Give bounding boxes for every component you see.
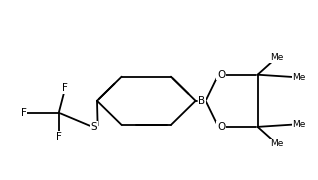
Text: F: F xyxy=(56,132,62,142)
Text: Me: Me xyxy=(270,53,283,62)
Text: F: F xyxy=(21,107,27,118)
Text: Me: Me xyxy=(270,140,283,148)
Text: O: O xyxy=(217,70,225,80)
Text: Me: Me xyxy=(292,120,306,129)
Text: Me: Me xyxy=(292,73,306,82)
Text: S: S xyxy=(91,122,97,132)
Text: B: B xyxy=(198,96,205,106)
Text: O: O xyxy=(217,122,225,132)
Text: F: F xyxy=(62,83,68,93)
